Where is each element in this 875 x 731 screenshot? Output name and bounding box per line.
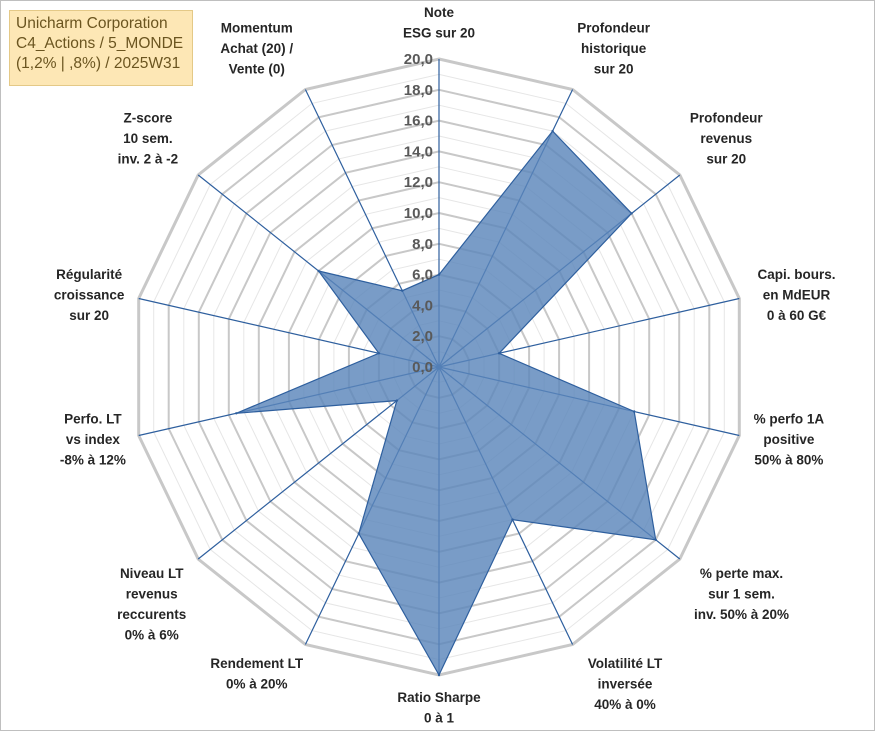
category-label-line: Z-score xyxy=(124,111,173,126)
category-label: Niveau LT revenus reccurents 0% à 6% xyxy=(117,566,186,643)
tick-label: 20,0 xyxy=(404,51,433,68)
category-label-line: Achat (20) / xyxy=(220,41,293,56)
title-line-company: Unicharm Corporation xyxy=(16,15,168,32)
category-label-line: historique xyxy=(581,41,647,56)
category-label-line: Rendement LT xyxy=(210,656,304,671)
tick-label: 18,0 xyxy=(404,82,433,99)
radar-series xyxy=(235,129,657,677)
category-label-line: 0 à 60 G€ xyxy=(767,308,827,323)
data-point xyxy=(437,273,441,276)
data-point xyxy=(401,289,404,292)
tick-label: 0,0 xyxy=(412,359,433,376)
category-label-line: 0% à 6% xyxy=(125,628,179,643)
category-label-line: % perfo 1A xyxy=(754,411,825,426)
category-label-line: 40% à 0% xyxy=(594,697,656,712)
category-label-line: positive xyxy=(763,432,815,447)
data-point xyxy=(357,532,360,535)
category-label-line: Volatilité LT xyxy=(588,656,663,671)
category-label-line: Profondeur xyxy=(690,111,763,126)
category-label-line: sur 1 sem. xyxy=(708,587,775,602)
category-label-line: Vente (0) xyxy=(229,62,285,77)
category-label-line: ESG sur 20 xyxy=(403,26,475,41)
radial-tick-labels: 0,0 2,0 4,0 6,0 8,0 10,0 12,0 14,0 16,0 18,0 20,0 xyxy=(404,51,433,376)
data-point xyxy=(317,269,320,273)
category-label: Note ESG sur 20 xyxy=(403,5,475,41)
category-label-line: revenus xyxy=(126,587,178,602)
data-point xyxy=(497,352,501,355)
category-label: Ratio Sharpe 0 à 1 xyxy=(397,690,481,726)
category-label-line: sur 20 xyxy=(594,62,634,77)
category-label-line: Profondeur xyxy=(577,21,650,36)
category-label-line: 0 à 1 xyxy=(424,711,455,726)
category-label-line: Capi. bours. xyxy=(757,267,835,282)
tick-label: 6,0 xyxy=(412,267,433,284)
data-point xyxy=(654,538,657,541)
category-label: % perte max. sur 1 sem. inv. 50% à 20% xyxy=(694,566,789,622)
title-line-portfolio: C4_Actions / 5_MONDE xyxy=(16,35,184,52)
category-label-line: Momentum xyxy=(221,21,293,36)
data-point xyxy=(630,212,633,215)
data-point xyxy=(437,673,441,677)
tick-label: 2,0 xyxy=(412,328,433,345)
category-label: Régularité croissance sur 20 xyxy=(54,267,125,323)
category-label-line: Niveau LT xyxy=(120,566,184,581)
category-label-line: Perfo. LT xyxy=(64,411,122,426)
series-area xyxy=(236,130,657,677)
tick-label: 12,0 xyxy=(404,174,433,191)
tick-label: 8,0 xyxy=(412,236,433,253)
category-label-line: Note xyxy=(424,5,454,20)
category-label-line: 50% à 80% xyxy=(754,452,823,467)
data-point xyxy=(551,129,554,133)
category-label-line: revenus xyxy=(700,131,752,146)
category-label: Profondeur revenus sur 20 xyxy=(690,111,763,167)
category-label-line: Régularité xyxy=(56,267,123,282)
category-label-line: inv. 50% à 20% xyxy=(694,607,789,622)
title-line-period: (1,2% | ,8%) / 2025W31 xyxy=(16,55,181,72)
category-label-line: 10 sem. xyxy=(123,131,173,146)
category-label-line: -8% à 12% xyxy=(60,452,126,467)
category-label-line: inv. 2 à -2 xyxy=(118,152,179,167)
data-point xyxy=(511,518,514,521)
tick-label: 16,0 xyxy=(404,113,433,130)
title-box: Unicharm Corporation C4_Actions / 5_MOND… xyxy=(9,10,193,86)
category-label-line: vs index xyxy=(66,432,121,447)
category-label-line: croissance xyxy=(54,288,125,303)
category-label: % perfo 1A positive 50% à 80% xyxy=(754,411,825,467)
category-label: Rendement LT 0% à 20% xyxy=(210,656,304,692)
category-label: Capi. bours. en MdEUR 0 à 60 G€ xyxy=(757,267,835,323)
category-label-line: en MdEUR xyxy=(763,288,831,303)
data-point xyxy=(395,399,399,402)
category-label-line: % perte max. xyxy=(700,566,783,581)
tick-label: 14,0 xyxy=(404,143,433,160)
data-point xyxy=(377,352,381,355)
category-label-line: 0% à 20% xyxy=(226,676,288,691)
category-label-line: Ratio Sharpe xyxy=(397,690,481,705)
data-point xyxy=(235,412,238,415)
data-point xyxy=(633,410,636,413)
category-label-line: inversée xyxy=(598,676,653,691)
category-labels: Note ESG sur 20 Profondeur historique sur 20… xyxy=(54,5,836,726)
category-label: Perfo. LT vs index -8% à 12% xyxy=(60,411,126,467)
category-label: Z-score 10 sem. inv. 2 à -2 xyxy=(118,111,179,167)
category-label-line: sur 20 xyxy=(706,152,746,167)
category-label: Profondeur historique sur 20 xyxy=(577,21,650,77)
category-label: Volatilité LT inversée 40% à 0% xyxy=(588,656,663,712)
category-label-line: reccurents xyxy=(117,607,186,622)
tick-label: 4,0 xyxy=(412,297,433,314)
tick-label: 10,0 xyxy=(404,205,433,222)
category-label-line: sur 20 xyxy=(69,308,109,323)
category-label: Momentum Achat (20) / Vente (0) xyxy=(220,21,293,77)
